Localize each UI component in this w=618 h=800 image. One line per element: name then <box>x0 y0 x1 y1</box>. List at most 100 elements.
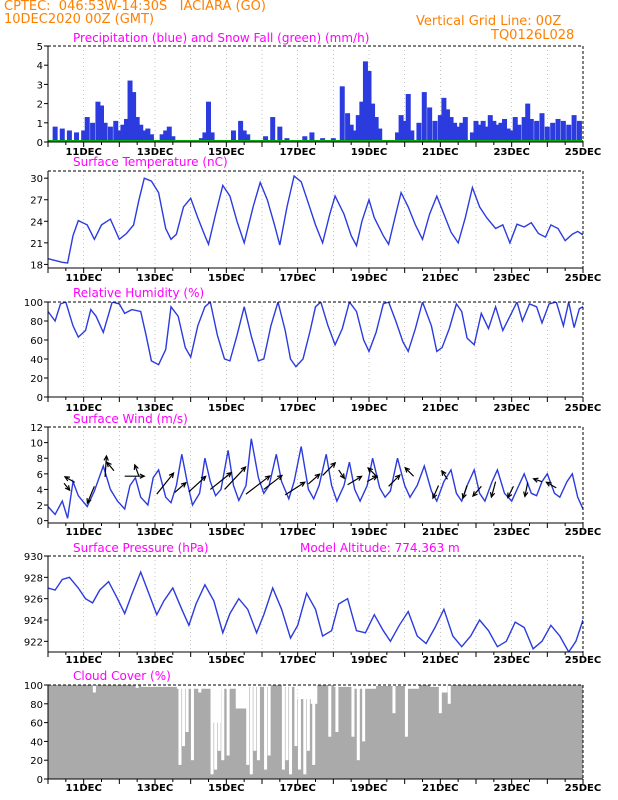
cloud-cover-gap <box>312 685 316 765</box>
cloud-cover-bar <box>201 688 211 779</box>
x-tick-label: 21DEC <box>422 783 458 794</box>
wind-arrow-head <box>367 466 374 473</box>
wind-arrow-head <box>240 466 247 472</box>
y-tick-label: 27 <box>30 196 43 207</box>
cloud-cover-bar <box>376 685 406 779</box>
cloud-cover-gap <box>335 685 339 732</box>
precip-bar <box>516 124 522 142</box>
panel-title: Relative Humidity (%) <box>73 286 204 300</box>
wind-arrow <box>367 467 379 479</box>
panel-title: Surface Pressure (hPa) <box>73 541 209 555</box>
precip-bar <box>528 118 534 142</box>
precip-bar <box>477 124 483 142</box>
precip-bar <box>127 80 133 142</box>
precip-bar <box>123 118 129 142</box>
cloud-cover-gap <box>404 685 408 737</box>
cloud-cover-gap <box>285 685 289 761</box>
precip-bar <box>539 113 545 142</box>
cloud-cover-bar <box>235 708 249 779</box>
wind-arrow-head <box>276 474 284 481</box>
precip-bar <box>373 117 379 142</box>
x-tick-label: 25DEC <box>565 147 601 158</box>
x-tick-label: 23DEC <box>493 273 529 284</box>
precip-bar <box>544 126 550 142</box>
precip-bar <box>480 120 486 142</box>
y-tick-label: 0 <box>37 393 43 404</box>
precip-bar <box>505 128 511 142</box>
y-tick-label: 40 <box>30 355 43 366</box>
y-tick-label: 10 <box>30 439 43 450</box>
wind-arrow <box>104 455 108 477</box>
wind-arrow-head <box>133 463 139 471</box>
x-tick-label: 25DEC <box>565 783 601 794</box>
precip-bar <box>120 124 126 142</box>
series-group <box>48 570 583 652</box>
cloud-cover-gap <box>221 685 225 761</box>
x-tick-label: 19DEC <box>351 655 387 666</box>
cloud-cover-gap <box>249 685 253 775</box>
wind-arrow <box>322 462 336 476</box>
y-tick-label: 20 <box>30 756 43 767</box>
series-line <box>48 302 583 368</box>
precip-bar <box>560 120 566 142</box>
precip-bar <box>74 132 80 142</box>
precip-bar <box>402 120 408 142</box>
cloud-cover-gap <box>289 685 293 775</box>
precip-bar <box>345 113 351 142</box>
y-tick-label: 924 <box>24 616 43 627</box>
wind-arrow-head <box>507 492 513 499</box>
x-tick-label: 19DEC <box>351 403 387 414</box>
y-tick-label: 930 <box>24 552 43 563</box>
y-tick-label: 4 <box>37 485 43 496</box>
wind-arrow <box>86 486 95 504</box>
precip-bar <box>107 126 113 142</box>
precip-bar <box>302 136 308 142</box>
y-tick-label: 24 <box>30 217 43 228</box>
cloud-cover-gap <box>297 685 301 770</box>
cloud-cover-bar <box>283 686 295 779</box>
y-tick-label: 100 <box>24 681 43 692</box>
y-tick-label: 926 <box>24 595 43 606</box>
y-tick-label: 30 <box>30 174 43 185</box>
cloud-cover-gap <box>267 685 271 756</box>
cloud-cover-bar <box>447 685 491 779</box>
precip-bar <box>159 134 165 142</box>
precip-bar <box>409 130 415 142</box>
cloud-cover-bar <box>429 686 440 779</box>
wind-arrow <box>404 467 415 477</box>
cloud-cover-bar <box>418 685 431 779</box>
x-tick-label: 23DEC <box>493 147 529 158</box>
model-altitude-label: Model Altitude: 774.363 m <box>300 541 460 555</box>
precip-bar <box>427 107 433 142</box>
precip-bar <box>362 61 368 142</box>
y-tick-label: 80 <box>30 700 43 711</box>
x-tick-label: 19DEC <box>351 783 387 794</box>
y-tick-label: 40 <box>30 737 43 748</box>
wind-arrow <box>462 485 468 499</box>
cloud-cover-gap <box>447 685 451 704</box>
wind-arrow-head <box>103 454 109 461</box>
precip-bar <box>502 118 508 142</box>
precip-bar <box>102 122 108 142</box>
wind-arrow-head <box>63 476 70 482</box>
y-tick-label: 18 <box>30 260 43 271</box>
cloud-cover-gap <box>256 685 260 761</box>
precip-bar <box>432 120 438 142</box>
y-tick-label: 4 <box>37 61 43 72</box>
precip-bar <box>138 124 144 142</box>
precip-bar <box>487 115 493 142</box>
series-line <box>48 438 583 519</box>
precip-bar <box>52 126 58 142</box>
cloud-cover-bar <box>270 685 284 779</box>
precip-bar <box>238 120 244 142</box>
precip-bar <box>141 130 147 142</box>
x-tick-label: 23DEC <box>493 527 529 538</box>
x-tick-label: 13DEC <box>137 655 173 666</box>
header-location: CPTEC: 046:53W-14:30S IACIARA (GO) <box>4 0 266 14</box>
precip-bar <box>437 115 443 142</box>
wind-arrow <box>245 475 271 495</box>
precip-bar <box>59 128 65 142</box>
wind-arrow-head <box>441 469 447 476</box>
wind-arrow-head <box>299 481 306 487</box>
wind-arrow-head <box>356 475 363 481</box>
